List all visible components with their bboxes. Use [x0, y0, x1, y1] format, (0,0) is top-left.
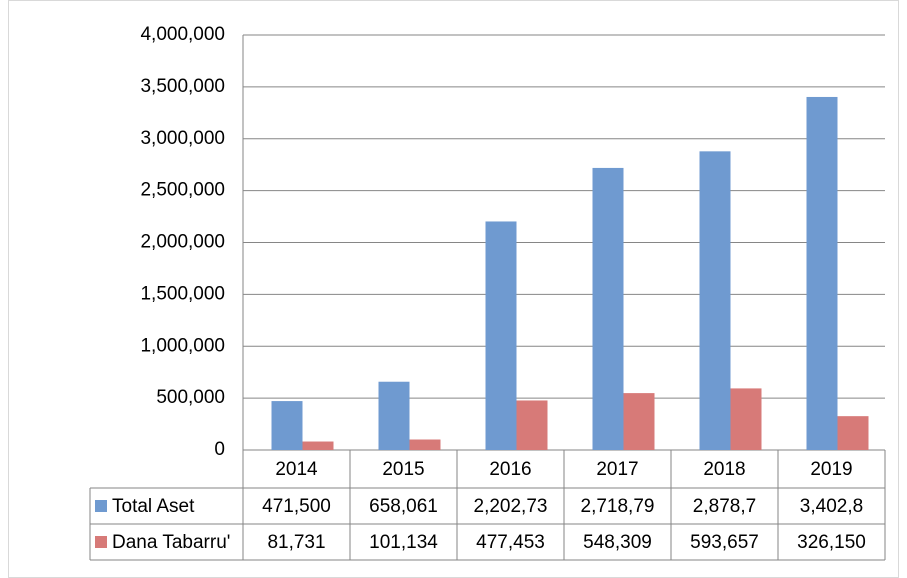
bar — [623, 393, 655, 450]
y-tick-label: 1,000,000 — [140, 335, 225, 356]
table-value: 593,657 — [690, 532, 759, 553]
bar — [837, 416, 869, 450]
y-tick-label: 2,000,000 — [140, 232, 225, 253]
table-value: 2,202,73 — [474, 496, 548, 517]
table-value: 326,150 — [797, 532, 866, 553]
y-tick-label: 500,000 — [156, 387, 225, 408]
bar — [592, 167, 624, 450]
y-tick-label: 4,000,000 — [140, 24, 225, 45]
y-tick-label: 3,000,000 — [140, 128, 225, 149]
legend-key — [95, 536, 107, 548]
table-value: 81,731 — [267, 532, 325, 553]
legend-label: Total Aset — [112, 496, 195, 517]
table-value: 2,718,79 — [581, 496, 655, 517]
table-value: 477,453 — [476, 532, 545, 553]
table-value: 101,134 — [369, 532, 438, 553]
table-value: 2,878,7 — [693, 496, 756, 517]
x-tick-label: 2019 — [810, 459, 852, 480]
table-value: 548,309 — [583, 532, 652, 553]
table-value: 3,402,8 — [800, 496, 863, 517]
bar — [730, 388, 762, 450]
y-tick-label: 0 — [214, 439, 225, 460]
bar — [378, 381, 410, 450]
bar — [302, 441, 334, 450]
y-tick-label: 2,500,000 — [140, 180, 225, 201]
bar — [409, 439, 441, 450]
legend-label: Dana Tabarru' — [112, 532, 230, 553]
bar — [516, 400, 548, 450]
x-tick-label: 2015 — [382, 459, 424, 480]
bar — [271, 401, 303, 450]
bar — [699, 151, 731, 450]
table-value: 658,061 — [369, 496, 438, 517]
x-tick-label: 2017 — [596, 459, 638, 480]
x-tick-label: 2018 — [703, 459, 745, 480]
x-tick-label: 2014 — [275, 459, 318, 480]
y-tick-label: 3,500,000 — [140, 76, 225, 97]
legend-key — [95, 500, 107, 512]
bar — [485, 221, 517, 450]
bar — [806, 96, 838, 450]
y-tick-label: 1,500,000 — [140, 283, 225, 304]
table-value: 471,500 — [262, 496, 331, 517]
x-tick-label: 2016 — [489, 459, 531, 480]
